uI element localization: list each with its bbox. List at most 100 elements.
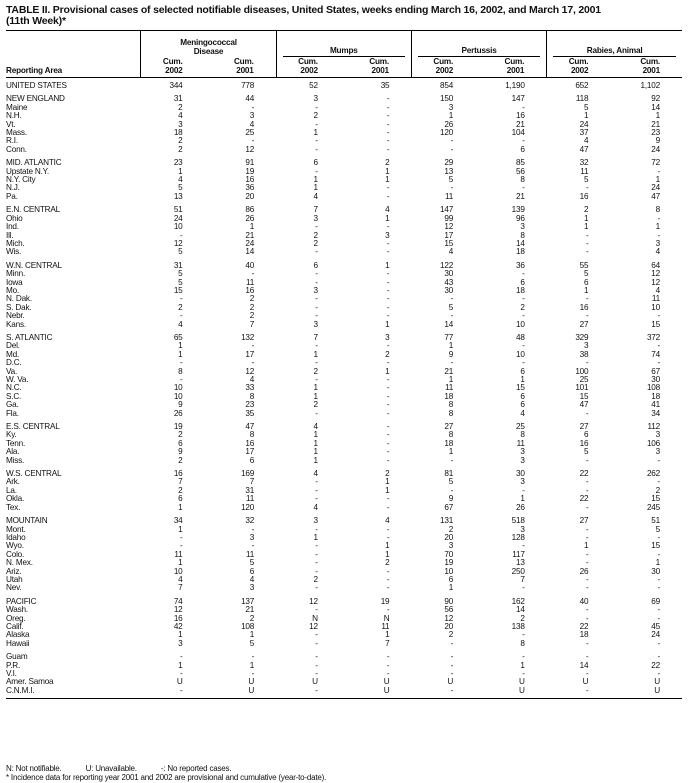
value-cell: 1	[313, 128, 318, 138]
value-cell: 3	[249, 532, 255, 542]
value-cell: 3	[655, 430, 661, 440]
value-cell: -	[450, 669, 454, 678]
table-row: S. ATLANTIC 65 132 7 3 77 48 329 372	[6, 329, 682, 342]
value-cell: -	[180, 311, 183, 321]
value-cell: 131	[440, 516, 454, 526]
value-cell: 74	[651, 349, 660, 359]
value-cell: -	[386, 136, 390, 146]
footer-legend: N: Not notifiable. U: Unavailable. -: No…	[6, 764, 326, 773]
value-cell: -	[585, 502, 589, 512]
value-cell: 1	[448, 447, 454, 457]
title-text: TABLE II. Provisional cases of selected …	[6, 4, 601, 16]
value-cell: -	[585, 524, 589, 534]
subheader-line: 2002	[570, 66, 589, 75]
table-row: Del. 1 - - - 1 - 3 -	[6, 341, 682, 351]
value-cell: 3	[313, 94, 318, 104]
value-cell: 1	[448, 375, 454, 384]
value-cell: -	[180, 375, 183, 384]
value-cell: -	[450, 144, 454, 154]
value-cell: 48	[515, 332, 525, 342]
value-cell: 16	[579, 438, 589, 448]
reporting-area-cell: Ill.	[6, 230, 14, 240]
value-cell: 1	[584, 213, 589, 223]
value-cell: 101	[575, 383, 589, 393]
value-cell: 19	[173, 422, 183, 432]
value-cell: 10	[515, 319, 525, 329]
value-cell: 8	[520, 175, 525, 185]
reporting-area-cell: Hawaii	[6, 638, 30, 648]
value-cell: -	[450, 358, 454, 368]
value-cell: -	[315, 341, 318, 351]
value-cell: -	[585, 549, 589, 559]
value-cell: 40	[245, 260, 255, 270]
value-cell: 96	[515, 213, 525, 223]
table-row: W. Va. - 4 - - 1 1 25 30	[6, 375, 682, 384]
value-cell: -	[657, 532, 660, 542]
value-cell: 6	[520, 144, 525, 154]
value-cell: -	[386, 524, 390, 534]
value-cell: 147	[511, 94, 525, 104]
value-cell: 21	[444, 366, 454, 376]
reporting-area-cell: Tex.	[6, 502, 21, 512]
reporting-area-cell: Nebr.	[6, 311, 25, 321]
value-cell: 4	[178, 111, 183, 121]
value-cell: 67	[444, 502, 454, 512]
value-cell: -	[386, 455, 390, 465]
reporting-area-cell: R.I.	[6, 136, 18, 146]
value-cell: -	[522, 341, 525, 351]
subheader-cum-2001: Cum. 2001	[479, 57, 547, 78]
table-row: Ariz. 10 6 - - 10 250 26 30	[6, 566, 682, 576]
reporting-area-cell: Colo.	[6, 549, 25, 559]
value-cell: 70	[444, 549, 454, 559]
value-cell: 18	[579, 630, 589, 640]
subheader-line: Cum.	[504, 57, 525, 66]
value-cell: 1	[313, 183, 318, 193]
value-cell: 1	[385, 549, 390, 559]
table-row: Upstate N.Y. 1 19 - 1 13 56 11 -	[6, 167, 682, 176]
reporting-area-cell: Minn.	[6, 269, 26, 279]
value-cell: 2	[313, 230, 318, 240]
value-cell: -	[386, 341, 390, 351]
value-cell: 31	[173, 94, 183, 104]
value-cell: -	[522, 541, 525, 551]
value-cell: 5	[249, 558, 255, 568]
value-cell: -	[386, 408, 390, 418]
reporting-area-cell: C.N.M.I.	[6, 686, 141, 700]
value-cell: U	[176, 677, 183, 687]
table-row: Conn. 2 12 - - - 6 47 24	[6, 144, 682, 154]
value-cell: 24	[651, 144, 660, 154]
table-row: Tex. 1 120 4 - 67 26 - 245	[6, 502, 682, 512]
value-cell: 3	[313, 213, 318, 223]
value-cell: -	[450, 660, 454, 670]
value-cell: 2	[178, 102, 183, 112]
value-cell: 21	[245, 230, 255, 240]
value-cell: -	[315, 358, 318, 368]
reporting-area-cell: W.S. CENTRAL	[6, 469, 62, 479]
value-cell: 7	[178, 477, 183, 487]
value-cell: 17	[245, 349, 255, 359]
value-cell: 1	[385, 477, 390, 487]
table-row: Kans. 4 7 3 1 14 10 27 15	[6, 319, 682, 329]
value-cell: 34	[173, 516, 183, 526]
value-cell: 2	[520, 613, 525, 623]
subheader-line: Cum.	[233, 57, 254, 66]
value-cell: 1,190	[505, 81, 525, 90]
value-cell: 4	[249, 574, 255, 584]
value-cell: 26	[444, 119, 454, 129]
value-cell: 11	[246, 277, 255, 287]
value-cell: 23	[173, 158, 183, 168]
value-cell: 250	[511, 566, 525, 576]
value-cell: -	[450, 652, 454, 662]
value-cell: 11	[651, 294, 660, 304]
value-cell: 24	[579, 119, 589, 129]
value-cell: -	[315, 494, 318, 504]
value-cell: 56	[444, 605, 454, 615]
value-cell: 13	[515, 558, 525, 568]
value-cell: 47	[579, 400, 589, 410]
table-row: MID. ATLANTIC 23 91 6 2 29 85 32 72	[6, 154, 682, 167]
value-cell: 10	[173, 391, 183, 401]
value-cell: -	[315, 485, 318, 495]
value-cell: 99	[444, 213, 454, 223]
table-title: TABLE II. Provisional cases of selected …	[6, 5, 682, 27]
reporting-area-cell: Oreg.	[6, 613, 26, 623]
